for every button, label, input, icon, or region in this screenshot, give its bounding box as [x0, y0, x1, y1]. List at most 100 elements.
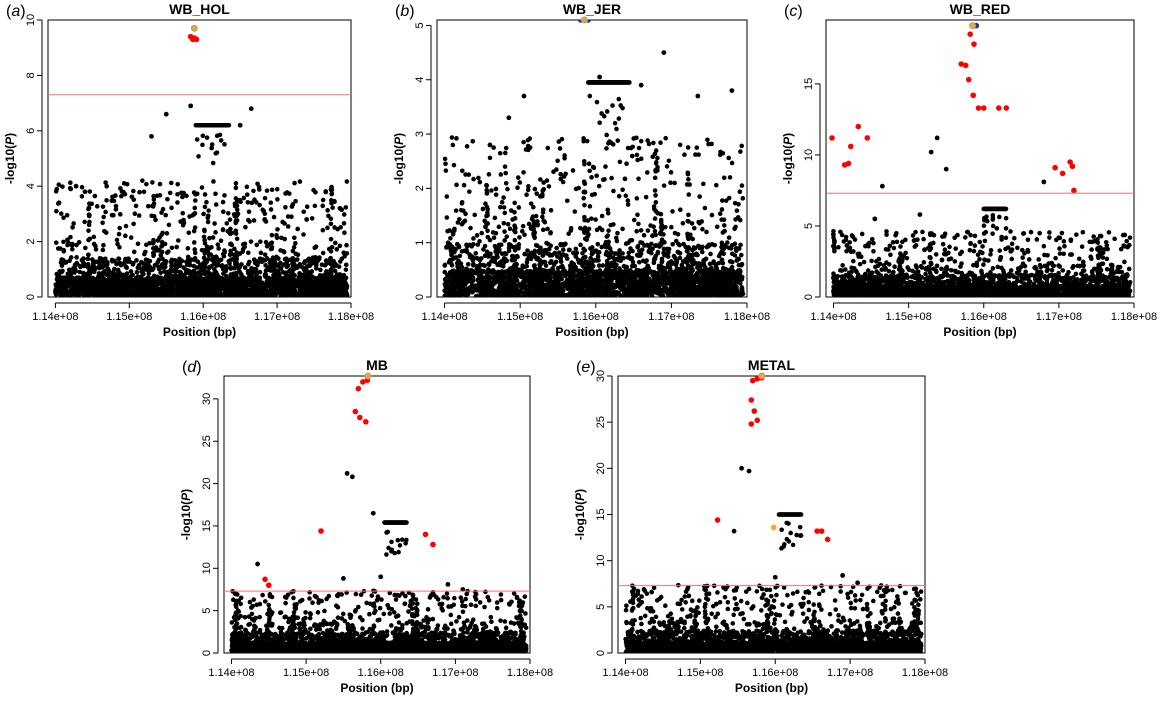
snp-point — [341, 212, 347, 217]
snp-point — [140, 178, 145, 183]
snp-point — [556, 250, 562, 255]
snp-point — [132, 286, 138, 292]
snp-point — [300, 273, 305, 278]
snp-point — [323, 258, 329, 263]
snp-point — [566, 231, 571, 236]
snp-point — [213, 191, 218, 197]
snp-point — [202, 240, 208, 246]
snp-point — [64, 212, 70, 218]
snp-point — [544, 240, 549, 246]
snp-point — [329, 271, 334, 277]
snp-point — [170, 286, 176, 292]
snp-point — [465, 261, 471, 267]
snp-point — [295, 252, 301, 258]
snp-point — [74, 260, 80, 266]
snp-point — [318, 267, 323, 273]
snp-point — [109, 278, 114, 284]
snp-point — [151, 273, 157, 279]
snp-point — [179, 258, 185, 264]
snp-point — [86, 201, 92, 206]
snp-point — [228, 266, 234, 271]
snp-point — [320, 197, 326, 203]
snp-point — [116, 231, 122, 237]
snp-point — [291, 244, 297, 250]
snp-point — [233, 272, 239, 278]
snp-point — [474, 233, 480, 238]
snp-point — [71, 281, 76, 286]
snp-point — [548, 230, 553, 235]
snp-point — [638, 228, 644, 233]
snp-point — [181, 265, 187, 270]
snp-point — [105, 266, 111, 272]
snp-point — [508, 292, 514, 297]
snp-point — [691, 258, 696, 263]
snp-point — [588, 255, 593, 261]
snp-point — [613, 235, 619, 241]
snp-point — [155, 275, 161, 281]
snp-point — [192, 225, 198, 230]
snp-point — [445, 240, 451, 246]
snp-point — [184, 193, 189, 199]
snp-point — [152, 262, 158, 268]
snp-point — [159, 210, 164, 215]
snp-point — [272, 280, 278, 286]
snp-point — [720, 230, 726, 235]
snp-point — [215, 242, 221, 247]
snp-point — [100, 220, 105, 226]
snp-point — [257, 269, 263, 275]
snp-point — [716, 260, 722, 266]
snp-point — [132, 211, 138, 217]
snp-point — [285, 273, 291, 279]
snp-point — [157, 181, 163, 187]
snp-point — [87, 219, 92, 225]
snp-point — [490, 270, 496, 275]
snp-point — [449, 263, 455, 268]
snp-point — [578, 242, 583, 248]
snp-point — [737, 281, 743, 286]
snp-point — [246, 271, 251, 276]
snp-point — [574, 250, 580, 256]
snp-point — [254, 242, 260, 248]
snp-point — [74, 242, 79, 248]
snp-point — [176, 291, 181, 296]
snp-point — [302, 259, 308, 264]
snp-point — [629, 263, 635, 269]
snp-point — [337, 272, 343, 277]
snp-point — [194, 137, 200, 142]
snp-point — [315, 275, 321, 281]
snp-point — [169, 260, 174, 265]
snp-point — [150, 180, 155, 185]
snp-point — [305, 275, 311, 281]
y-tick-label: 10 — [25, 14, 37, 26]
snp-point — [292, 273, 297, 278]
snp-point — [220, 227, 226, 233]
snp-point — [228, 241, 233, 247]
snp-point — [141, 271, 146, 277]
snp-point — [191, 190, 197, 195]
snp-point — [213, 230, 218, 235]
snp-point — [207, 235, 212, 241]
snp-point — [177, 269, 182, 275]
snp-point — [95, 265, 101, 270]
snp-point — [78, 264, 83, 270]
snp-point — [127, 279, 133, 285]
snp-point — [100, 204, 106, 209]
snp-point — [496, 242, 502, 248]
snp-point — [248, 239, 254, 244]
snp-point — [255, 181, 260, 187]
snp-point — [220, 251, 226, 257]
snp-point — [547, 260, 553, 266]
snp-point — [115, 241, 120, 247]
snp-point — [235, 281, 241, 287]
snp-point — [262, 195, 268, 201]
snp-point — [446, 259, 452, 265]
snp-point — [471, 241, 476, 247]
snp-point — [286, 288, 292, 294]
snp-point — [61, 247, 66, 253]
snp-point — [452, 247, 457, 253]
snp-point — [185, 246, 191, 251]
snp-point — [332, 240, 338, 246]
snp-point — [239, 262, 244, 267]
snp-point — [242, 277, 248, 283]
snp-point — [156, 264, 161, 270]
